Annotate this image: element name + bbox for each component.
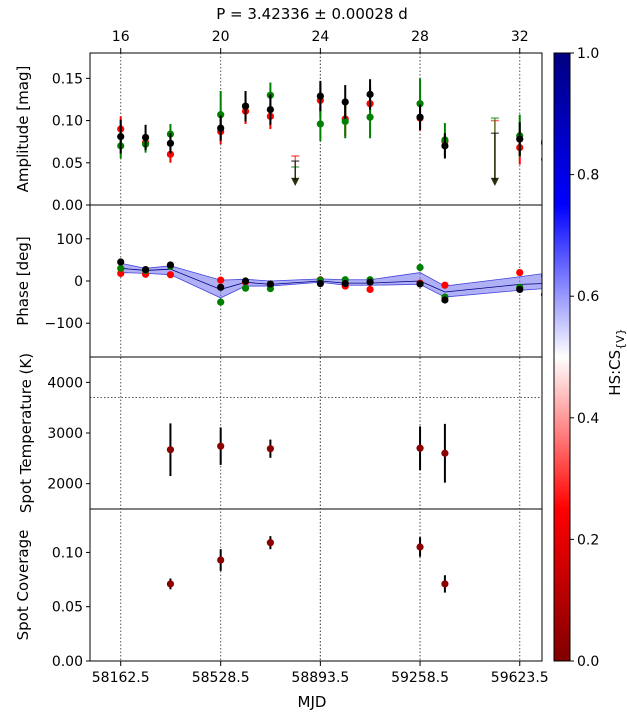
data-point [316, 92, 324, 100]
colorbar-tick-label: 0.6 [577, 289, 599, 305]
colorbar-tick-label: 1.0 [577, 46, 599, 62]
data-point [341, 117, 349, 125]
data-point [241, 277, 250, 285]
chart-title: P = 3.42336 ± 0.00028 d [216, 5, 408, 23]
panel-1-plot [117, 258, 542, 306]
data-point [117, 269, 125, 277]
y-tick-label: 0.05 [52, 156, 83, 172]
colorbar [553, 52, 571, 662]
data-point [366, 113, 374, 121]
data-point [166, 446, 175, 454]
y-axis-label: Amplitude [mag] [14, 66, 32, 193]
data-point [217, 276, 225, 284]
data-point [441, 580, 449, 588]
y-tick-label: 0.00 [52, 198, 83, 214]
data-point [117, 258, 125, 266]
panel-2-plot [90, 397, 542, 483]
y-axis-label: Spot Coverage [14, 530, 32, 641]
data-point [217, 111, 225, 119]
x-tick-label: 59623.5 [491, 670, 549, 686]
data-point [266, 539, 274, 547]
data-point [166, 139, 175, 147]
data-point [141, 266, 150, 274]
data-point [441, 142, 449, 150]
data-point [217, 556, 225, 564]
panel-2-frame [89, 356, 543, 510]
data-point [416, 543, 424, 551]
upper-limit-arrow [490, 177, 499, 186]
data-point [441, 296, 449, 304]
data-point [516, 268, 524, 277]
y-axis-label: Phase [deg] [14, 236, 32, 326]
y-tick-label: 0.00 [52, 654, 83, 670]
data-point [516, 135, 524, 143]
top-x-tick-label: 20 [212, 29, 230, 45]
data-point [166, 150, 175, 158]
data-point [441, 449, 449, 457]
data-point [217, 283, 225, 291]
data-point [141, 133, 150, 142]
y-tick-label: 0.10 [52, 114, 83, 130]
phase-band [120, 262, 542, 299]
panel-0-plot [117, 78, 542, 186]
data-point [117, 133, 125, 141]
data-point [266, 445, 274, 453]
data-point [241, 284, 250, 292]
panel-3-plot [166, 536, 449, 593]
x-tick-label: 58528.5 [192, 670, 250, 686]
data-point [441, 281, 449, 289]
panel-0-frame [89, 52, 543, 206]
data-point [241, 102, 250, 110]
y-tick-label: −100 [45, 316, 83, 332]
data-point [416, 100, 424, 108]
upper-limit-arrow [291, 177, 300, 186]
x-axis-label: MJD [298, 693, 327, 711]
top-x-tick-label: 28 [411, 29, 429, 45]
x-tick-label: 58893.5 [291, 670, 349, 686]
data-point [266, 280, 274, 288]
y-tick-label: 2000 [47, 477, 83, 493]
data-point [166, 271, 175, 279]
data-point [117, 264, 125, 272]
colorbar-label: HS:CS{V} [606, 328, 627, 395]
colorbar-tick-label: 0.2 [577, 532, 599, 548]
x-tick-label: 59258.5 [391, 670, 449, 686]
colorbar-tick-label: 0.4 [577, 411, 599, 427]
data-point [341, 98, 349, 106]
top-x-tick-label: 32 [511, 29, 529, 45]
y-tick-label: 0.10 [52, 545, 83, 561]
colorbar-tick-label: 0.8 [577, 168, 599, 184]
y-tick-label: 4000 [47, 375, 83, 391]
top-x-tick-label: 16 [112, 29, 130, 45]
data-point [416, 113, 424, 121]
y-tick-label: 0.15 [52, 71, 83, 87]
y-tick-label: 0.05 [52, 600, 83, 616]
data-point [416, 280, 424, 288]
data-point [316, 279, 324, 288]
data-point [366, 90, 374, 98]
x-tick-label: 58162.5 [92, 670, 150, 686]
panel-3-frame [89, 508, 543, 662]
data-point [217, 124, 225, 132]
data-point [516, 285, 524, 294]
data-point [416, 444, 424, 452]
colorbar-tick-label: 0.0 [577, 654, 599, 670]
y-tick-label: 3000 [47, 426, 83, 442]
data-point [366, 278, 374, 286]
y-tick-label: 100 [56, 232, 83, 248]
data-point [166, 261, 175, 269]
data-point [266, 105, 274, 114]
data-point [341, 279, 349, 288]
y-axis-label: Spot Temperature (K) [17, 353, 35, 513]
data-point [366, 285, 374, 294]
data-point [166, 580, 175, 588]
data-point [217, 298, 225, 306]
y-tick-label: 0 [74, 274, 83, 290]
data-point [217, 442, 225, 450]
data-point [416, 263, 424, 272]
data-point [316, 120, 324, 128]
top-x-tick-label: 24 [311, 29, 329, 45]
